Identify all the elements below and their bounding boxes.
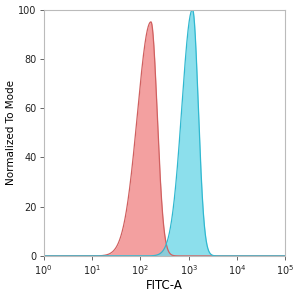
Y-axis label: Normalized To Mode: Normalized To Mode bbox=[6, 80, 16, 185]
X-axis label: FITC-A: FITC-A bbox=[146, 280, 183, 292]
